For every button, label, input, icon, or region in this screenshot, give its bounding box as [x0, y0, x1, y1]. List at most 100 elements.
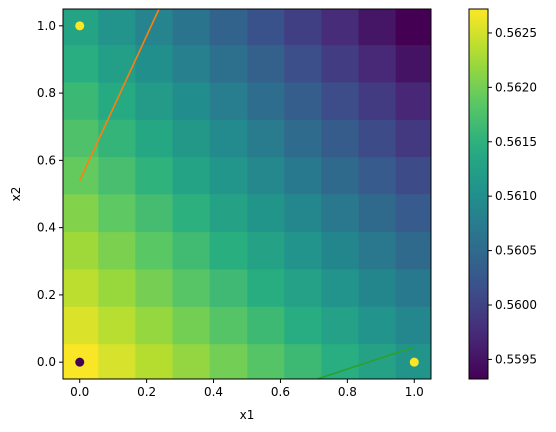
- heatmap-cell: [172, 268, 211, 307]
- heatmap-cell: [172, 81, 211, 120]
- heatmap-cell: [135, 268, 174, 307]
- heatmap-cell: [284, 306, 323, 345]
- y-tick-label: 0.2: [37, 288, 56, 302]
- heatmap-cell: [247, 9, 285, 46]
- scatter-point: [75, 357, 85, 367]
- heatmap-cell: [247, 343, 285, 379]
- heatmap-cell: [395, 231, 431, 270]
- heatmap-cell: [247, 268, 285, 307]
- colorbar-tick-label: 0.5615: [495, 135, 537, 149]
- heatmap-cell: [358, 81, 397, 120]
- heatmap-cell: [321, 9, 360, 46]
- heatmap-cell: [63, 194, 99, 233]
- y-axis: 0.0 0.2 0.4 0.6 0.8 1.0: [37, 19, 63, 369]
- series-lines: [79, 9, 415, 379]
- heatmap-cell: [395, 156, 431, 195]
- colorbar-tick-label: 0.5620: [495, 80, 537, 94]
- heatmap-cell: [284, 119, 323, 158]
- heatmap-cell: [98, 156, 137, 195]
- heatmap-cell: [98, 9, 137, 46]
- heatmap-cell: [172, 44, 211, 83]
- heatmap-cell: [247, 156, 285, 195]
- scatter-points: [75, 21, 419, 367]
- heatmap-cell: [395, 268, 431, 307]
- heatmap-cell: [209, 343, 248, 379]
- heatmap-cell: [209, 231, 248, 270]
- heatmap-cell: [63, 156, 99, 195]
- heatmap-cell: [98, 119, 137, 158]
- colorbar: [469, 9, 488, 379]
- heatmap-cell: [172, 194, 211, 233]
- heatmap-cell: [209, 268, 248, 307]
- y-tick-label: 0.0: [37, 355, 56, 369]
- heatmap-cell: [358, 306, 397, 345]
- heatmap-cell: [284, 156, 323, 195]
- heatmap-cell: [247, 44, 285, 83]
- heatmap-cell: [209, 194, 248, 233]
- heatmap-cell: [284, 343, 323, 379]
- heatmap-cell: [247, 119, 285, 158]
- heatmap-cell: [98, 44, 137, 83]
- y-axis-label: x2: [9, 187, 23, 202]
- x-tick-label: 0.0: [70, 385, 89, 399]
- x-tick-label: 0.8: [338, 385, 357, 399]
- heatmap-cell: [172, 119, 211, 158]
- heatmap-cell: [284, 194, 323, 233]
- heatmap-cell: [321, 306, 360, 345]
- heatmap-cell: [209, 156, 248, 195]
- heatmap-cell: [284, 231, 323, 270]
- heatmap-cell: [135, 231, 174, 270]
- heatmap-cell: [135, 81, 174, 120]
- heatmap-cell: [284, 268, 323, 307]
- heatmap-cell: [135, 343, 174, 379]
- heatmap-cell: [358, 156, 397, 195]
- heatmap-cell: [98, 268, 137, 307]
- heatmap-cell: [284, 81, 323, 120]
- heatmap-cell: [98, 306, 137, 345]
- scatter-point: [409, 357, 419, 367]
- heatmap-cell: [209, 44, 248, 83]
- heatmap-cell: [135, 119, 174, 158]
- x-axis: 0.0 0.2 0.4 0.6 0.8 1.0: [70, 379, 424, 399]
- y-tick-label: 0.6: [37, 153, 56, 167]
- heatmap-cell: [63, 306, 99, 345]
- plot-frame: [62, 8, 432, 380]
- colorbar-tick-label: 0.5625: [495, 26, 537, 40]
- heatmap-cell: [395, 44, 431, 83]
- heatmap-cell: [135, 194, 174, 233]
- heatmap-cell: [358, 9, 397, 46]
- heatmap-cell: [209, 9, 248, 46]
- heatmap-cell: [209, 306, 248, 345]
- heatmap-cell: [358, 119, 397, 158]
- heatmap-cell: [172, 306, 211, 345]
- heatmap-cell: [395, 194, 431, 233]
- heatmap-cell: [395, 9, 431, 46]
- heatmap-cell: [321, 231, 360, 270]
- x-tick-label: 0.6: [271, 385, 290, 399]
- heatmap-cell: [395, 306, 431, 345]
- colorbar-tick-label: 0.5595: [495, 352, 537, 366]
- heatmap-cell: [321, 119, 360, 158]
- heatmap-cell: [321, 44, 360, 83]
- heatmap-cell: [247, 81, 285, 120]
- heatmap-cell: [247, 306, 285, 345]
- heatmap-cell: [63, 231, 99, 270]
- heatmap-cell: [358, 194, 397, 233]
- heatmap-cell: [321, 194, 360, 233]
- heatmap-cell: [98, 343, 137, 379]
- heatmap-cell: [358, 343, 397, 379]
- heatmap-cell: [135, 306, 174, 345]
- heatmap-cell: [321, 156, 360, 195]
- heatmap-cell: [135, 44, 174, 83]
- heatmap-cell: [321, 81, 360, 120]
- heatmap-cell: [98, 194, 137, 233]
- heatmap-cell: [358, 231, 397, 270]
- y-tick-label: 1.0: [37, 19, 56, 33]
- colorbar-frame: [468, 8, 489, 380]
- colorbar-axis: 0.5595 0.5600 0.5605 0.5610 0.5615 0.5620 0.56…: [488, 26, 537, 366]
- heatmap-cell: [135, 156, 174, 195]
- heatmap-cells: [63, 9, 431, 379]
- series-line: [79, 9, 160, 181]
- colorbar-tick-label: 0.5605: [495, 244, 537, 258]
